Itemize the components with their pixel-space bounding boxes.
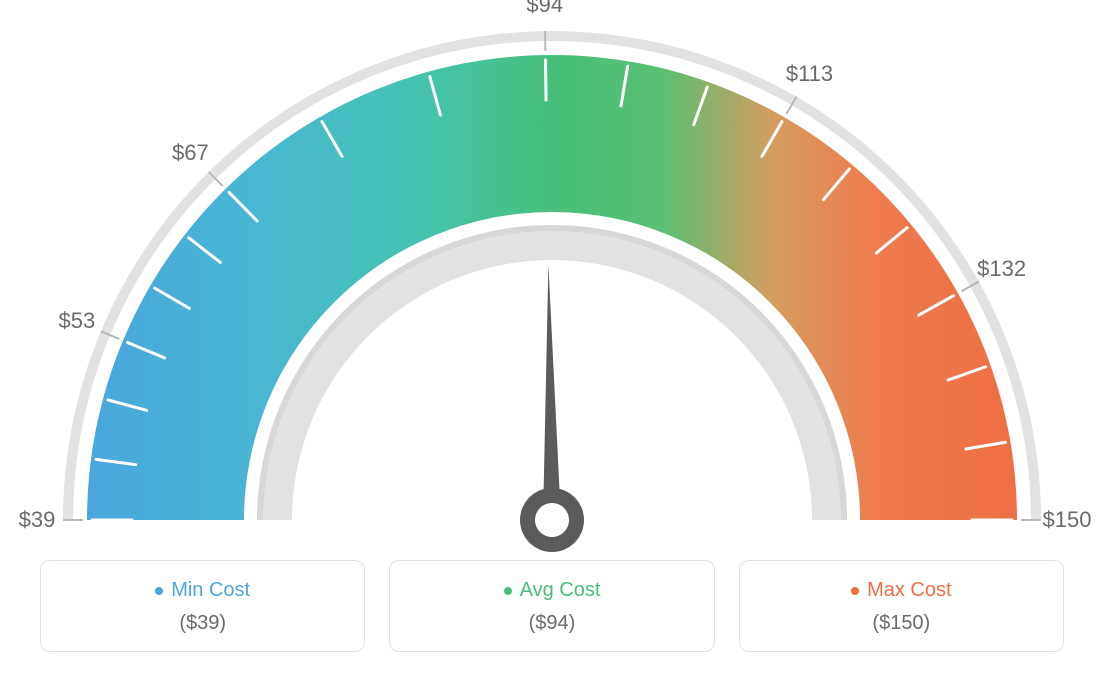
legend-label-max: Max Cost — [867, 579, 951, 602]
gauge-tick-label: $132 — [977, 256, 1026, 282]
legend-dot-avg — [504, 587, 512, 595]
legend-title-avg: Avg Cost — [504, 579, 601, 602]
gauge-tick-label: $94 — [526, 0, 563, 18]
legend-title-max: Max Cost — [851, 579, 951, 602]
gauge-tick-label: $150 — [1043, 507, 1092, 533]
legend-value-avg: ($94) — [400, 612, 703, 635]
legend-label-min: Min Cost — [171, 579, 250, 602]
gauge-svg — [0, 0, 1104, 560]
legend-value-min: ($39) — [51, 612, 354, 635]
gauge-tick-label: $53 — [59, 308, 96, 334]
gauge-tick-label: $39 — [19, 507, 56, 533]
legend-card-min: Min Cost ($39) — [40, 560, 365, 652]
legend-card-max: Max Cost ($150) — [739, 560, 1064, 652]
legend-dot-min — [155, 587, 163, 595]
gauge-tick-label: $113 — [786, 61, 833, 87]
legend-card-avg: Avg Cost ($94) — [389, 560, 714, 652]
legend-dot-max — [851, 587, 859, 595]
legend-label-avg: Avg Cost — [520, 579, 601, 602]
legend-title-min: Min Cost — [155, 579, 250, 602]
legend-row: Min Cost ($39) Avg Cost ($94) Max Cost (… — [0, 560, 1104, 652]
gauge-chart: $39 $53 $67 $94 $113 $132 $150 — [0, 0, 1104, 560]
legend-value-max: ($150) — [750, 612, 1053, 635]
gauge-tick-label: $67 — [172, 140, 209, 166]
